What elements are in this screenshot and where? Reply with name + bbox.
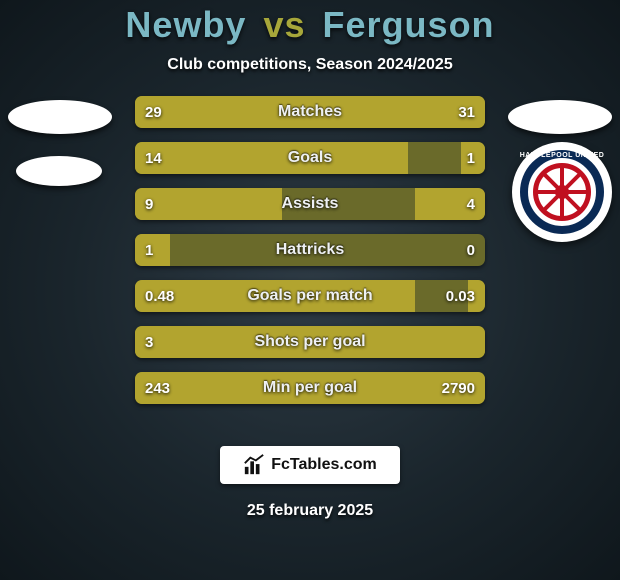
stat-label: Shots per goal (135, 326, 485, 358)
player2-name: Ferguson (323, 4, 495, 45)
stat-row: Shots per goal3 (135, 326, 485, 358)
crest-ring: HARTLEPOOL UNITED (520, 150, 604, 234)
stat-value-right (465, 326, 485, 358)
player1-crest-placeholder (16, 156, 102, 186)
vs-text: vs (263, 4, 305, 45)
brand-badge: FcTables.com (220, 446, 400, 484)
brand-text: FcTables.com (271, 456, 377, 474)
stat-value-right: 4 (457, 188, 485, 220)
stat-value-left: 0.48 (135, 280, 184, 312)
stat-value-right: 2790 (432, 372, 485, 404)
stat-bars-container: Matches2931Goals141Assists94Hattricks10G… (135, 96, 485, 418)
crest-wheel-icon (533, 163, 591, 221)
stat-value-left: 3 (135, 326, 163, 358)
crest-text: HARTLEPOOL UNITED (520, 152, 605, 159)
infographic-root: Newby vs Ferguson Club competitions, Sea… (0, 0, 620, 580)
stat-value-left: 29 (135, 96, 172, 128)
stat-value-right: 0 (457, 234, 485, 266)
stat-label: Goals (135, 142, 485, 174)
stat-row: Min per goal2432790 (135, 372, 485, 404)
comparison-body: HARTLEPOOL UNITED Matches2931Goals141Ass… (0, 96, 620, 418)
stat-value-left: 14 (135, 142, 172, 174)
stat-label: Hattricks (135, 234, 485, 266)
stat-value-left: 9 (135, 188, 163, 220)
player2-club-crest: HARTLEPOOL UNITED (512, 142, 612, 242)
stat-label: Goals per match (135, 280, 485, 312)
stat-value-right: 1 (457, 142, 485, 174)
stat-row: Assists9 4 (135, 188, 485, 220)
stat-row: Matches29 31 (135, 96, 485, 128)
stat-label: Assists (135, 188, 485, 220)
brand-chart-icon (243, 454, 265, 476)
player1-avatar-placeholder (8, 100, 112, 134)
stat-label: Matches (135, 96, 485, 128)
stat-row: Hattricks1 0 (135, 234, 485, 266)
stat-value-left: 243 (135, 372, 180, 404)
stat-value-right: 31 (448, 96, 485, 128)
stat-row: Goals per match0.48 0.03 (135, 280, 485, 312)
comparison-title: Newby vs Ferguson (0, 4, 620, 46)
player2-avatar-placeholder (508, 100, 612, 134)
stat-value-left: 1 (135, 234, 163, 266)
stat-value-right: 0.03 (436, 280, 485, 312)
footer-date: 25 february 2025 (0, 502, 620, 520)
subtitle: Club competitions, Season 2024/2025 (0, 56, 620, 74)
player1-name: Newby (125, 4, 246, 45)
stat-row: Goals14 1 (135, 142, 485, 174)
